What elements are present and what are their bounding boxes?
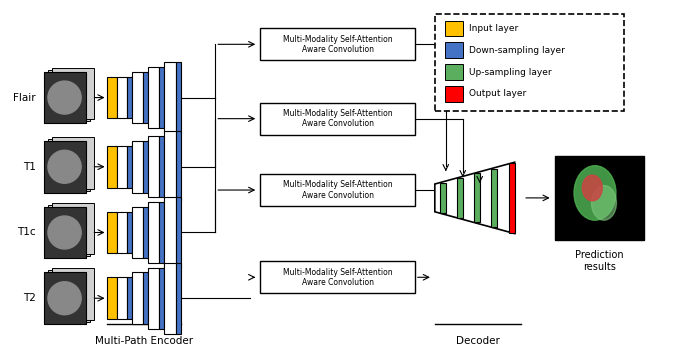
Text: Prediction
results: Prediction results [575, 250, 624, 272]
Ellipse shape [591, 186, 616, 220]
Bar [44, 273, 86, 324]
Bar [260, 174, 415, 206]
Bar [132, 207, 142, 258]
Text: Multi-Modality Self-Attention
Aware Convolution: Multi-Modality Self-Attention Aware Conv… [283, 180, 393, 200]
Bar [445, 86, 463, 102]
Bar [474, 173, 480, 222]
Bar [142, 141, 148, 193]
Bar [435, 14, 625, 111]
Bar [159, 202, 164, 263]
Bar [132, 72, 142, 123]
Bar [164, 131, 176, 202]
Ellipse shape [574, 166, 616, 220]
Bar [457, 178, 463, 218]
Text: Multi-Modality Self-Attention
Aware Convolution: Multi-Modality Self-Attention Aware Conv… [283, 35, 393, 54]
Bar [176, 62, 182, 133]
Bar [51, 68, 94, 119]
Text: Multi-Path Encoder: Multi-Path Encoder [95, 336, 193, 346]
Text: Decoder: Decoder [456, 336, 500, 346]
Bar [117, 212, 127, 253]
Bar [509, 163, 515, 232]
Text: T1c: T1c [17, 228, 36, 238]
Bar [44, 141, 86, 193]
Bar [260, 29, 415, 60]
Circle shape [48, 282, 81, 315]
Text: Multi-Modality Self-Attention
Aware Convolution: Multi-Modality Self-Attention Aware Conv… [283, 109, 393, 128]
Circle shape [48, 216, 81, 249]
Bar [127, 277, 132, 319]
Bar [490, 169, 497, 227]
Bar [108, 212, 117, 253]
Bar [159, 67, 164, 128]
Bar [108, 146, 117, 187]
Bar [164, 262, 176, 334]
Bar [117, 277, 127, 319]
Bar [127, 146, 132, 187]
Bar [127, 212, 132, 253]
Bar [445, 21, 463, 36]
Bar [44, 72, 86, 123]
Bar [132, 141, 142, 193]
Bar [47, 270, 90, 322]
Bar [132, 273, 142, 324]
Bar [159, 267, 164, 329]
Bar [148, 202, 159, 263]
Text: Multi-Modality Self-Attention
Aware Convolution: Multi-Modality Self-Attention Aware Conv… [283, 268, 393, 287]
Bar [44, 207, 86, 258]
Bar [47, 139, 90, 191]
Polygon shape [435, 162, 514, 233]
Bar [176, 262, 182, 334]
Bar [555, 156, 645, 240]
Bar [142, 273, 148, 324]
Bar [127, 77, 132, 118]
Bar [159, 136, 164, 198]
Bar [164, 62, 176, 133]
Bar [260, 261, 415, 293]
Bar [148, 136, 159, 198]
Bar [51, 137, 94, 188]
Bar [108, 277, 117, 319]
Text: Input layer: Input layer [469, 24, 518, 33]
Bar [164, 197, 176, 268]
Bar [47, 205, 90, 256]
Bar [440, 183, 447, 213]
Ellipse shape [582, 175, 602, 201]
Bar [148, 67, 159, 128]
Bar [445, 64, 463, 80]
Bar [176, 197, 182, 268]
Bar [445, 42, 463, 58]
Bar [44, 72, 86, 123]
Bar [117, 77, 127, 118]
Bar [142, 72, 148, 123]
Text: Output layer: Output layer [469, 89, 526, 98]
Circle shape [48, 81, 81, 114]
Text: Up-sampling layer: Up-sampling layer [469, 68, 551, 76]
Text: T1: T1 [23, 162, 36, 172]
Bar [148, 267, 159, 329]
Bar [47, 70, 90, 121]
Bar [44, 207, 86, 258]
Bar [44, 141, 86, 193]
Text: Flair: Flair [13, 92, 36, 103]
Bar [176, 131, 182, 202]
Circle shape [48, 150, 81, 183]
Bar [51, 203, 94, 254]
Bar [142, 207, 148, 258]
Bar [108, 77, 117, 118]
Bar [260, 103, 415, 134]
Bar [117, 146, 127, 187]
Text: T2: T2 [23, 293, 36, 303]
Bar [44, 273, 86, 324]
Text: Down-sampling layer: Down-sampling layer [469, 46, 564, 55]
Bar [51, 268, 94, 320]
